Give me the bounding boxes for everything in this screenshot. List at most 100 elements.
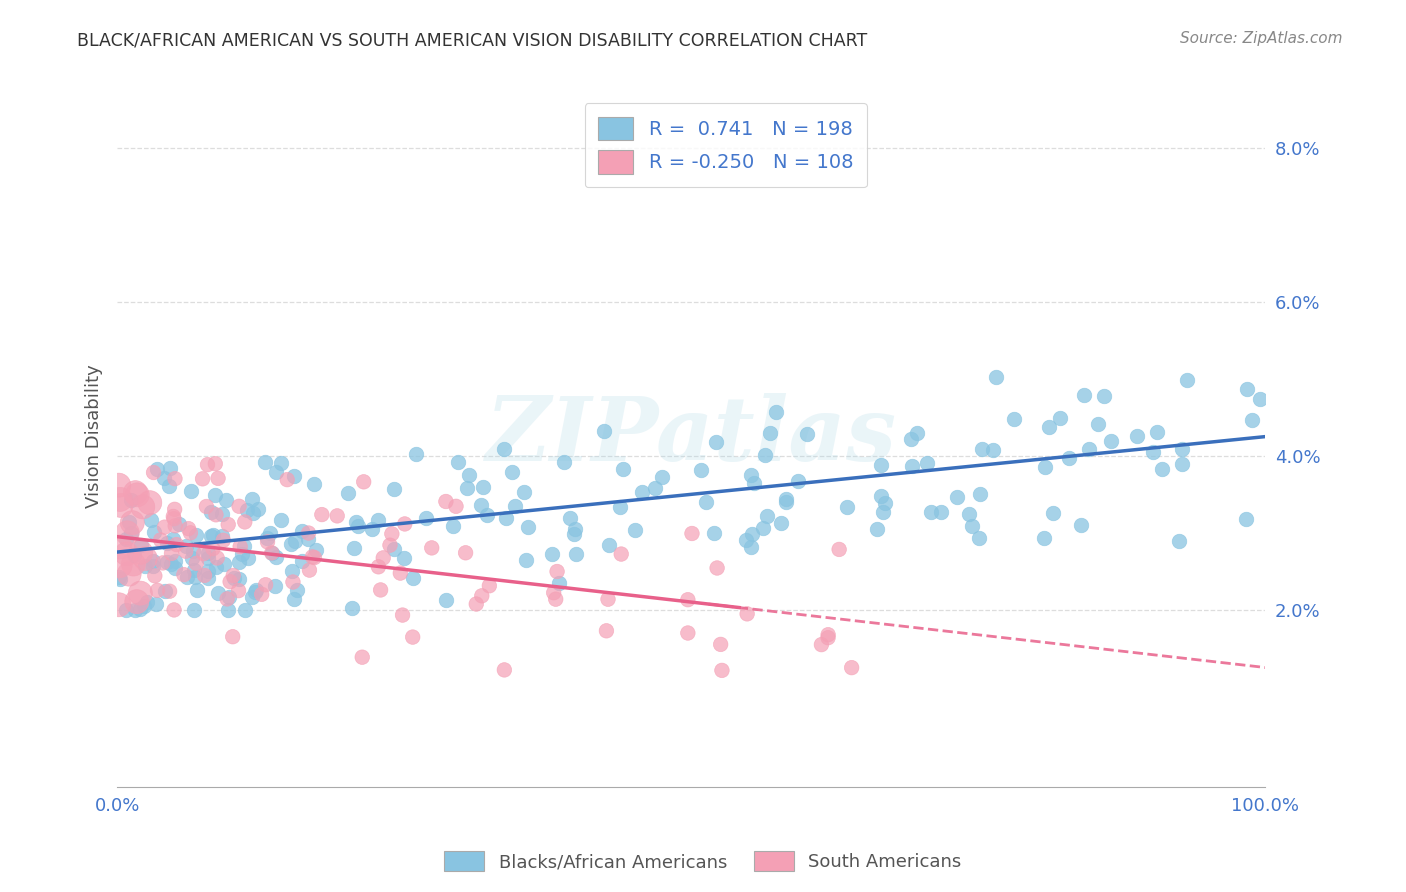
Point bbox=[108, 492, 131, 507]
Point bbox=[174, 544, 197, 558]
Point bbox=[394, 516, 416, 531]
Point bbox=[1087, 417, 1109, 432]
Point bbox=[114, 603, 136, 617]
Point bbox=[370, 582, 392, 597]
Point bbox=[382, 542, 405, 557]
Point bbox=[623, 523, 645, 537]
Point bbox=[593, 424, 616, 438]
Point bbox=[108, 540, 131, 554]
Point bbox=[217, 591, 239, 606]
Point bbox=[183, 603, 205, 617]
Point bbox=[228, 583, 250, 598]
Point bbox=[108, 558, 131, 573]
Point bbox=[962, 519, 984, 533]
Point bbox=[706, 561, 728, 575]
Point bbox=[381, 526, 404, 541]
Point bbox=[841, 660, 863, 674]
Point bbox=[1032, 531, 1054, 545]
Point bbox=[139, 496, 162, 510]
Point bbox=[218, 590, 240, 604]
Point bbox=[1070, 517, 1092, 532]
Point bbox=[405, 447, 427, 461]
Point bbox=[240, 590, 263, 604]
Point bbox=[384, 483, 406, 497]
Point bbox=[159, 584, 181, 599]
Point bbox=[872, 505, 894, 519]
Point bbox=[153, 520, 176, 534]
Point bbox=[136, 595, 159, 609]
Point bbox=[156, 555, 179, 569]
Point bbox=[280, 537, 302, 551]
Point bbox=[740, 540, 762, 554]
Point bbox=[703, 526, 725, 541]
Point bbox=[298, 563, 321, 577]
Point bbox=[228, 572, 250, 586]
Point bbox=[651, 470, 673, 484]
Point bbox=[681, 526, 703, 541]
Point bbox=[143, 525, 166, 540]
Point bbox=[202, 528, 225, 542]
Point bbox=[153, 584, 176, 599]
Point bbox=[1142, 445, 1164, 459]
Point bbox=[160, 557, 183, 571]
Point bbox=[775, 491, 797, 506]
Point bbox=[402, 630, 425, 644]
Point bbox=[564, 522, 586, 536]
Point bbox=[741, 526, 763, 541]
Point bbox=[142, 466, 165, 480]
Point bbox=[1033, 459, 1056, 474]
Point bbox=[157, 478, 180, 492]
Point bbox=[367, 513, 389, 527]
Point bbox=[444, 500, 467, 514]
Point bbox=[967, 531, 990, 545]
Point bbox=[122, 557, 145, 571]
Point bbox=[920, 505, 942, 519]
Point bbox=[233, 540, 256, 554]
Point bbox=[360, 522, 382, 536]
Point bbox=[495, 511, 517, 525]
Point bbox=[160, 546, 183, 560]
Point bbox=[217, 517, 239, 532]
Point bbox=[740, 467, 762, 482]
Point bbox=[200, 505, 222, 519]
Point bbox=[179, 525, 201, 540]
Text: ZIPatlas: ZIPatlas bbox=[485, 393, 897, 480]
Point bbox=[283, 469, 305, 483]
Point bbox=[129, 602, 152, 616]
Point bbox=[228, 500, 250, 514]
Point bbox=[929, 505, 952, 519]
Point bbox=[470, 498, 492, 512]
Point bbox=[596, 592, 619, 607]
Point bbox=[494, 442, 516, 456]
Point bbox=[609, 500, 631, 514]
Point bbox=[222, 568, 245, 582]
Point bbox=[127, 488, 149, 502]
Point bbox=[200, 529, 222, 543]
Point bbox=[152, 471, 174, 485]
Point bbox=[159, 460, 181, 475]
Point bbox=[207, 471, 229, 485]
Point bbox=[644, 481, 666, 495]
Point bbox=[458, 468, 481, 483]
Point bbox=[770, 516, 793, 530]
Point bbox=[631, 485, 654, 500]
Point bbox=[204, 457, 226, 471]
Point bbox=[544, 592, 567, 607]
Point bbox=[787, 474, 810, 488]
Point bbox=[301, 549, 323, 564]
Point bbox=[243, 584, 266, 599]
Point bbox=[197, 458, 219, 472]
Point bbox=[222, 630, 245, 644]
Point bbox=[120, 525, 142, 540]
Point bbox=[176, 569, 198, 583]
Point bbox=[115, 547, 138, 561]
Point bbox=[515, 552, 537, 566]
Point bbox=[352, 650, 374, 665]
Point bbox=[219, 574, 242, 589]
Point bbox=[945, 490, 967, 504]
Point bbox=[434, 593, 457, 607]
Point bbox=[204, 560, 226, 574]
Point bbox=[163, 511, 186, 525]
Point bbox=[193, 568, 215, 582]
Point bbox=[817, 628, 839, 642]
